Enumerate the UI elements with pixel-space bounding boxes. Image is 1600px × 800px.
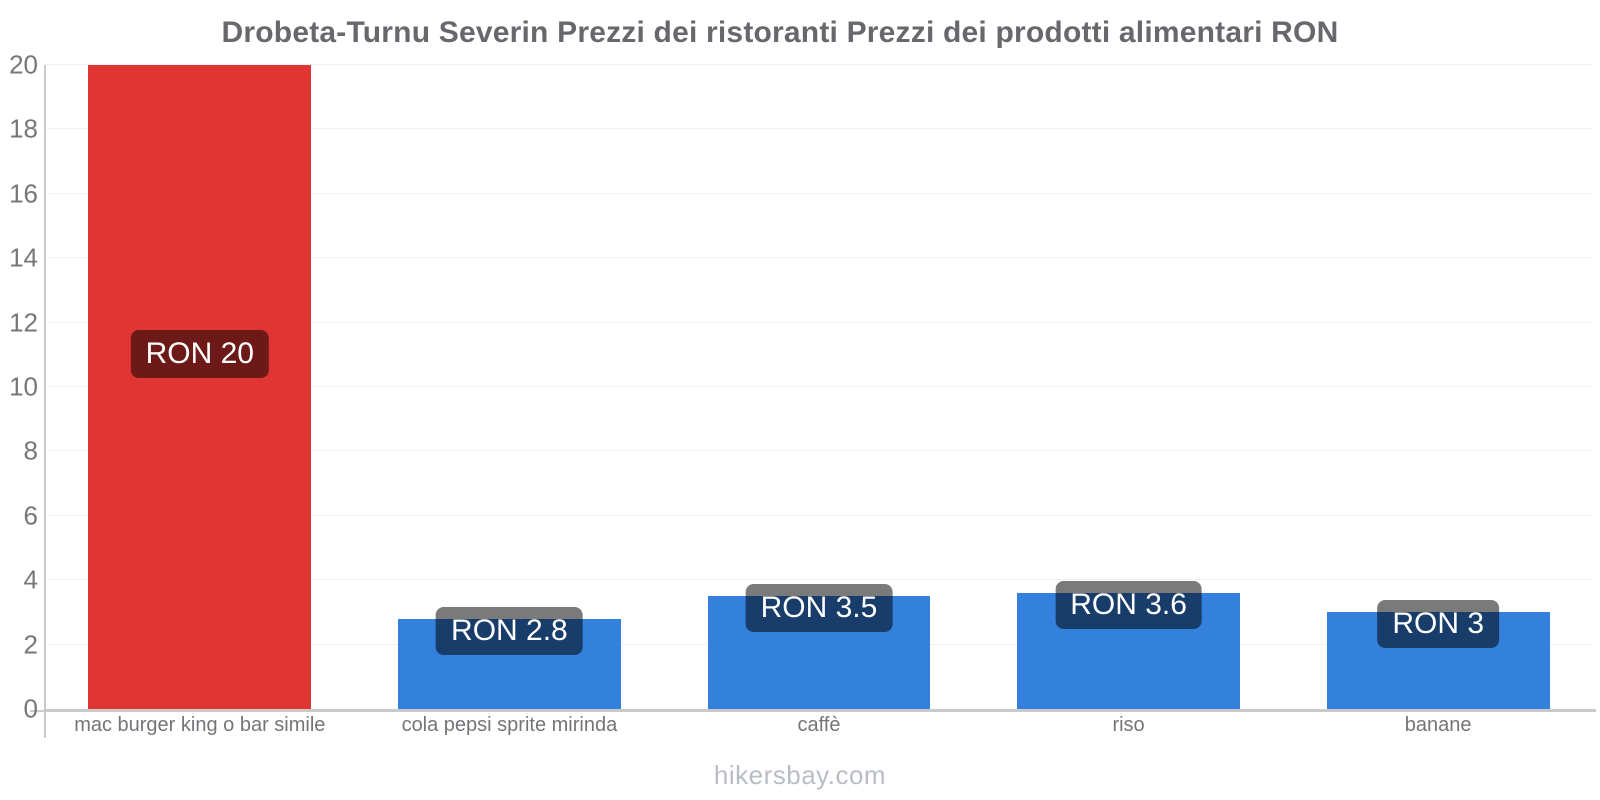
- bar-1[interactable]: RON 2.8: [397, 606, 621, 709]
- bar-slot-2: RON 3.5: [664, 65, 974, 709]
- gridline-18: [45, 128, 1593, 130]
- y-tick-label-14: 14: [9, 242, 38, 273]
- chart-title: Drobeta-Turnu Severin Prezzi dei ristora…: [221, 16, 1339, 49]
- bar-value-label-3: RON 3.6: [1055, 581, 1202, 630]
- bar-slot-4: RON 3: [1283, 65, 1593, 709]
- gridline-20: [45, 64, 1593, 65]
- gridline-12: [45, 321, 1593, 323]
- bar-2[interactable]: RON 3.5: [707, 584, 931, 709]
- bar-slot-1: RON 2.8: [355, 65, 665, 709]
- bar-0[interactable]: RON 20: [88, 65, 312, 709]
- x-axis-baseline: [45, 709, 1596, 712]
- zero-tick-mark: [30, 710, 45, 712]
- bar-value-label-4: RON 3: [1377, 600, 1500, 649]
- bar-slot-0: RON 20: [45, 65, 355, 709]
- bar-slot-3: RON 3.6: [974, 65, 1284, 709]
- bar-3[interactable]: RON 3.6: [1017, 581, 1241, 709]
- bars-plot-area: RON 20 RON 2.8 RON 3.5 RON 3.6 RON 3: [45, 65, 1593, 709]
- y-tick-label-6: 6: [23, 500, 38, 531]
- gridline-10: [45, 386, 1593, 387]
- x-tick-label-1: cola pepsi sprite mirinda: [401, 714, 618, 736]
- watermark-text: hikersbay.com: [713, 760, 887, 790]
- gridline-6: [45, 514, 1593, 516]
- y-tick-label-18: 18: [9, 113, 38, 144]
- y-tick-label-2: 2: [23, 629, 38, 660]
- bar-4[interactable]: RON 3: [1326, 600, 1550, 709]
- gridline-14: [45, 257, 1593, 259]
- x-tick-label-0: mac burger king o bar simile: [74, 714, 326, 736]
- x-tick-label-3: riso: [1112, 714, 1145, 736]
- x-axis-category-labels: mac burger king o bar simile cola pepsi s…: [45, 714, 1593, 737]
- y-axis-line: [44, 65, 46, 738]
- gridline-16: [45, 192, 1593, 194]
- y-tick-label-20: 20: [9, 49, 38, 80]
- gridline-4: [45, 579, 1593, 581]
- y-tick-label-10: 10: [9, 371, 38, 402]
- bar-value-label-0: RON 20: [130, 329, 269, 378]
- bar-value-label-2: RON 3.5: [745, 584, 893, 633]
- y-tick-label-16: 16: [9, 178, 38, 209]
- y-tick-label-8: 8: [23, 435, 38, 466]
- x-tick-label-2: caffè: [797, 714, 841, 736]
- x-tick-label-4: banane: [1404, 714, 1472, 736]
- gridline-8: [45, 450, 1593, 452]
- y-tick-label-0: 0: [23, 693, 38, 724]
- y-tick-label-12: 12: [9, 307, 38, 338]
- bar-value-label-1: RON 2.8: [436, 606, 583, 655]
- y-axis-tick-labels: 0 2 4 6 8 10 12 14 16 18 20: [0, 0, 38, 800]
- y-tick-label-4: 4: [23, 564, 38, 595]
